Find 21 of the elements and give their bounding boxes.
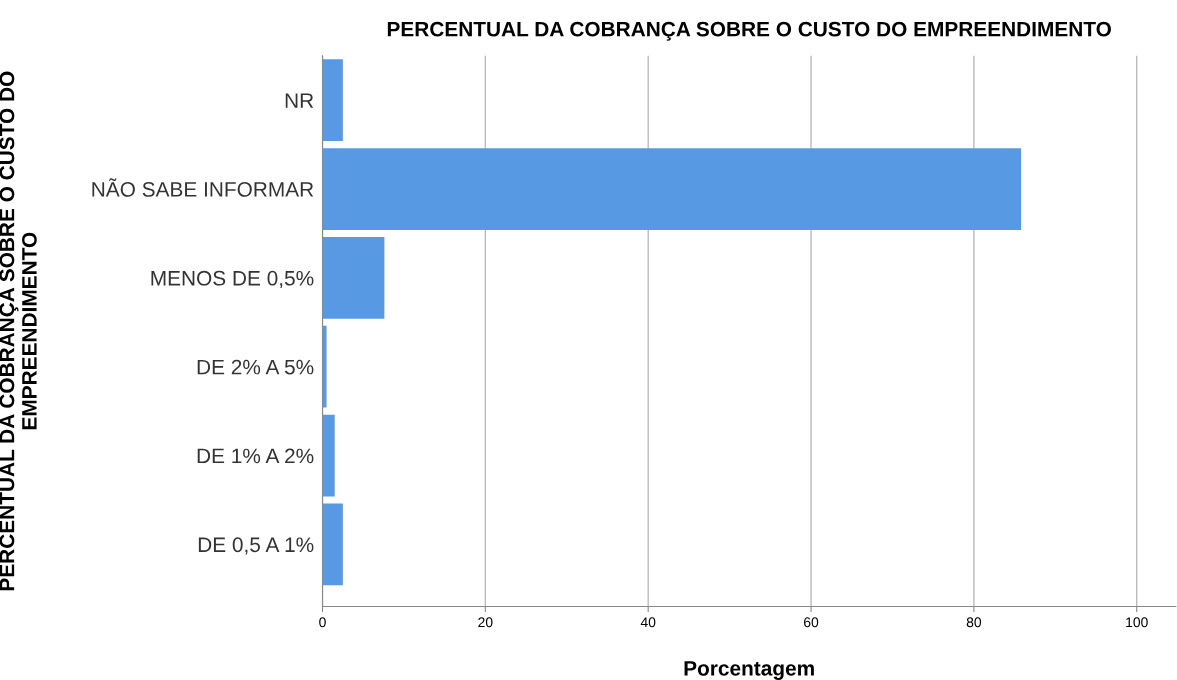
bar — [322, 503, 343, 586]
bar — [322, 236, 385, 319]
y-tick-label: MENOS DE 0,5% — [151, 270, 314, 289]
bar — [322, 148, 1022, 230]
y-tick-label: DE 2% A 5% — [197, 359, 314, 375]
y-tick-label: DE 1% A 2% — [197, 448, 314, 464]
bar — [322, 414, 335, 497]
bar — [322, 325, 327, 408]
y-tick-label: DE 0,5 A 1% — [198, 537, 314, 555]
x-tick-label: 0 — [319, 617, 326, 628]
y-axis-title: PERCENTUAL DA COBRANÇA SOBRE O CUSTO DO EMPREENDIMENTO — [0, 71, 37, 591]
x-tick-label: 20 — [478, 617, 493, 628]
x-tick-label: 100 — [1126, 617, 1148, 628]
y-tick-label: NÃO SABE INFORMAR — [92, 178, 314, 197]
x-tick-label: 40 — [640, 617, 656, 628]
x-tick-label: 80 — [966, 617, 982, 628]
chart-title: PERCENTUAL DA COBRANÇA SOBRE O CUSTO DO EMPREENDIMENTO — [387, 21, 1111, 41]
bar — [322, 59, 343, 142]
x-axis-title: Porcentagem — [684, 661, 814, 680]
y-tick-label: NR — [285, 93, 314, 108]
x-tick-label: 60 — [804, 617, 819, 628]
